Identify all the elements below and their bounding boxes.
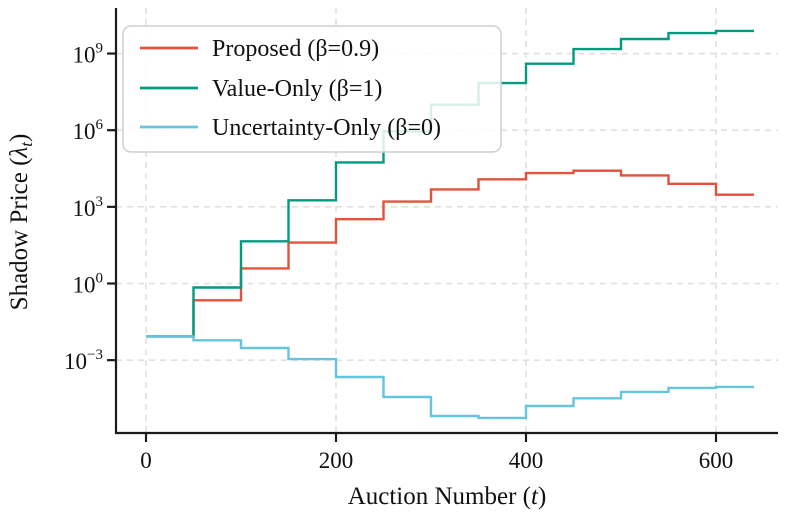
legend-label-proposed: Proposed (β=0.9) xyxy=(212,36,379,62)
y-tick-label-1e6: 106 xyxy=(73,117,104,144)
series-line-proposed xyxy=(146,169,754,338)
x-tick-label-200: 200 xyxy=(319,448,354,473)
y-tick-label-1e0: 100 xyxy=(73,271,104,298)
y-axis-label: Shadow Price (λt) xyxy=(6,134,36,311)
y-tick-label-1e-3: 10−3 xyxy=(64,347,103,374)
x-tick-label-0: 0 xyxy=(140,448,152,473)
x-tick-label-400: 400 xyxy=(509,448,544,473)
x-axis-label: Auction Number (t) xyxy=(348,483,547,510)
legend-label-value-only: Value-Only (β=1) xyxy=(212,76,382,102)
legend-label-uncertainty-only: Uncertainty-Only (β=0) xyxy=(212,115,441,141)
y-tick-label-1e3: 103 xyxy=(73,194,104,221)
x-tick-label-600: 600 xyxy=(699,448,734,473)
legend-box xyxy=(122,25,502,153)
y-tick-label-1e9: 109 xyxy=(73,41,104,68)
series-line-uncertainty-only xyxy=(146,335,754,420)
